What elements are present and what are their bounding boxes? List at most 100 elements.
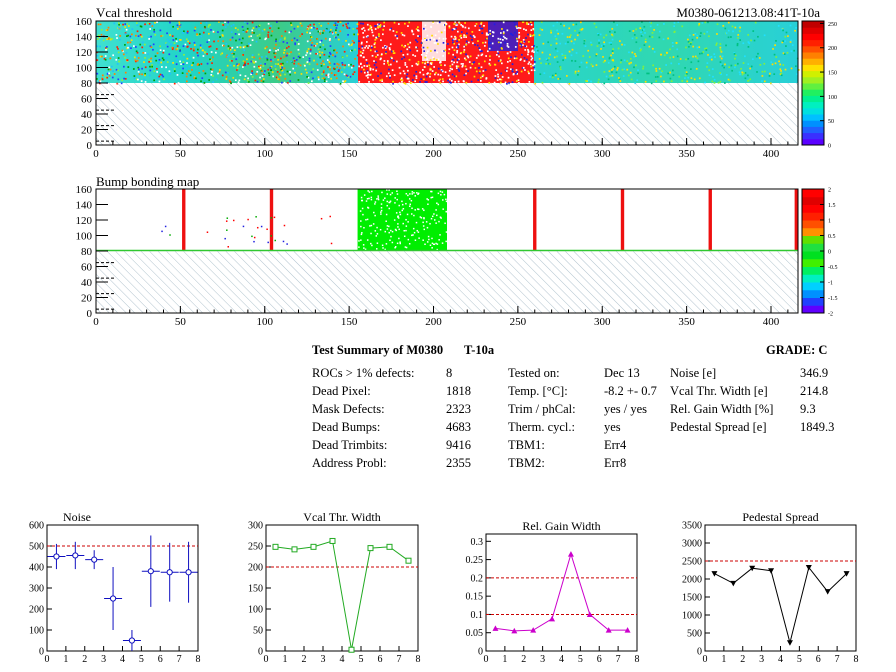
vcal-pixel xyxy=(552,24,555,27)
bump-pixel xyxy=(382,199,385,201)
palette-swatch xyxy=(802,76,824,84)
vcal-pixel xyxy=(741,71,744,74)
data-point xyxy=(843,571,850,577)
vcal-pixel xyxy=(275,50,277,52)
vcal-pixel xyxy=(166,45,169,48)
bump-pixel xyxy=(410,213,413,215)
vcal-pixel xyxy=(685,58,687,61)
vcal-pixel xyxy=(237,71,240,74)
vcal-pixel xyxy=(148,38,151,40)
x-tick-label: 4 xyxy=(120,654,125,665)
vcal-pixel xyxy=(475,23,478,25)
bump-column xyxy=(269,189,274,251)
vcal-pixel xyxy=(411,29,413,32)
vcal-pixel xyxy=(497,52,500,55)
vcal-pixel xyxy=(423,78,425,81)
vcal-pixel xyxy=(370,27,372,30)
vcal-pixel xyxy=(460,37,463,39)
vcal-pixel xyxy=(577,70,580,73)
vcal-pixel xyxy=(402,54,405,56)
vcal-pixel xyxy=(128,45,131,48)
vcal-pixel xyxy=(772,48,774,50)
vcal-pixel xyxy=(521,53,523,56)
vcal-pixel xyxy=(360,70,363,73)
bump-pixel xyxy=(423,228,426,231)
vcal-pixel xyxy=(258,28,260,31)
vcal-pixel xyxy=(604,59,606,62)
vcal-pixel xyxy=(109,68,112,71)
vcal-pixel xyxy=(111,37,114,40)
vcal-pixel xyxy=(574,29,576,32)
vcal-pixel xyxy=(437,30,440,33)
vcal-pixel xyxy=(495,54,498,56)
vcal-pixel xyxy=(408,58,411,61)
vcal-pixel xyxy=(253,56,255,59)
vcal-pixel xyxy=(455,65,458,68)
bump-pixel xyxy=(404,246,407,248)
vcal-pixel xyxy=(533,34,535,36)
vcal-pixel xyxy=(415,70,418,73)
vcal-pixel xyxy=(525,37,527,39)
y-tick-label: 140 xyxy=(76,200,93,212)
vcal-pixel xyxy=(323,53,326,56)
vcal-pixel xyxy=(433,42,436,44)
x-tick-label: 200 xyxy=(425,148,442,160)
vcal-pixel xyxy=(493,81,496,84)
vcal-pixel xyxy=(155,59,158,62)
vcal-pixel xyxy=(171,48,174,51)
vcal-pixel xyxy=(136,55,138,58)
vcal-pixel xyxy=(419,81,421,83)
vcal-pixel xyxy=(354,78,357,80)
vcal-pixel xyxy=(534,68,537,70)
y-tick-label: 2000 xyxy=(682,575,702,586)
vcal-pixel xyxy=(329,51,331,54)
data-point xyxy=(586,611,593,617)
vcal-pixel xyxy=(463,34,465,36)
vcal-pixel xyxy=(462,25,464,28)
bump-pixel xyxy=(413,214,415,217)
bump-pixel xyxy=(366,239,369,241)
small-chart-title: Vcal Thr. Width xyxy=(303,510,380,524)
vcal-pixel xyxy=(525,29,527,31)
vcal-pixel xyxy=(736,42,739,45)
vcal-pixel xyxy=(229,38,232,41)
bump-pixel xyxy=(429,244,432,246)
vcal-pixel xyxy=(251,72,254,75)
bump-pixel xyxy=(423,217,425,220)
vcal-pixel xyxy=(279,66,282,69)
vcal-pixel xyxy=(463,45,465,48)
vcal-pixel xyxy=(389,76,391,79)
bump-pixel xyxy=(360,239,362,241)
vcal-pixel xyxy=(152,48,154,51)
bump-pixel xyxy=(224,237,226,240)
vcal-pixel xyxy=(323,78,326,81)
vcal-pixel xyxy=(786,51,789,54)
vcal-pixel xyxy=(340,71,343,74)
vcal-pixel xyxy=(374,28,377,30)
vcal-pixel xyxy=(288,31,291,34)
vcal-pixel xyxy=(543,72,546,74)
bump-pixel xyxy=(366,197,369,200)
vcal-pixel xyxy=(239,74,242,77)
vcal-pixel xyxy=(737,37,739,39)
vcal-pixel xyxy=(101,77,104,80)
vcal-pixel xyxy=(245,31,248,33)
bump-column xyxy=(357,189,447,251)
vcal-pixel xyxy=(290,22,292,24)
vcal-pixel xyxy=(506,45,509,47)
summary-value: 4683 xyxy=(446,420,471,434)
vcal-pixel xyxy=(496,79,499,81)
vcal-pixel xyxy=(246,29,249,32)
vcal-pixel xyxy=(493,23,496,26)
vcal-pixel xyxy=(658,36,661,39)
vcal-pixel xyxy=(226,64,229,67)
summary-value: -8.2 +- 0.7 xyxy=(604,384,657,398)
vcal-pixel xyxy=(335,27,338,29)
vcal-pixel xyxy=(310,29,313,31)
vcal-pixel xyxy=(555,42,558,45)
x-tick-label: 8 xyxy=(196,654,201,665)
vcal-pixel xyxy=(156,21,158,24)
vcal-pixel xyxy=(264,38,267,41)
vcal-pixel xyxy=(784,35,787,38)
vcal-pixel xyxy=(101,35,104,37)
